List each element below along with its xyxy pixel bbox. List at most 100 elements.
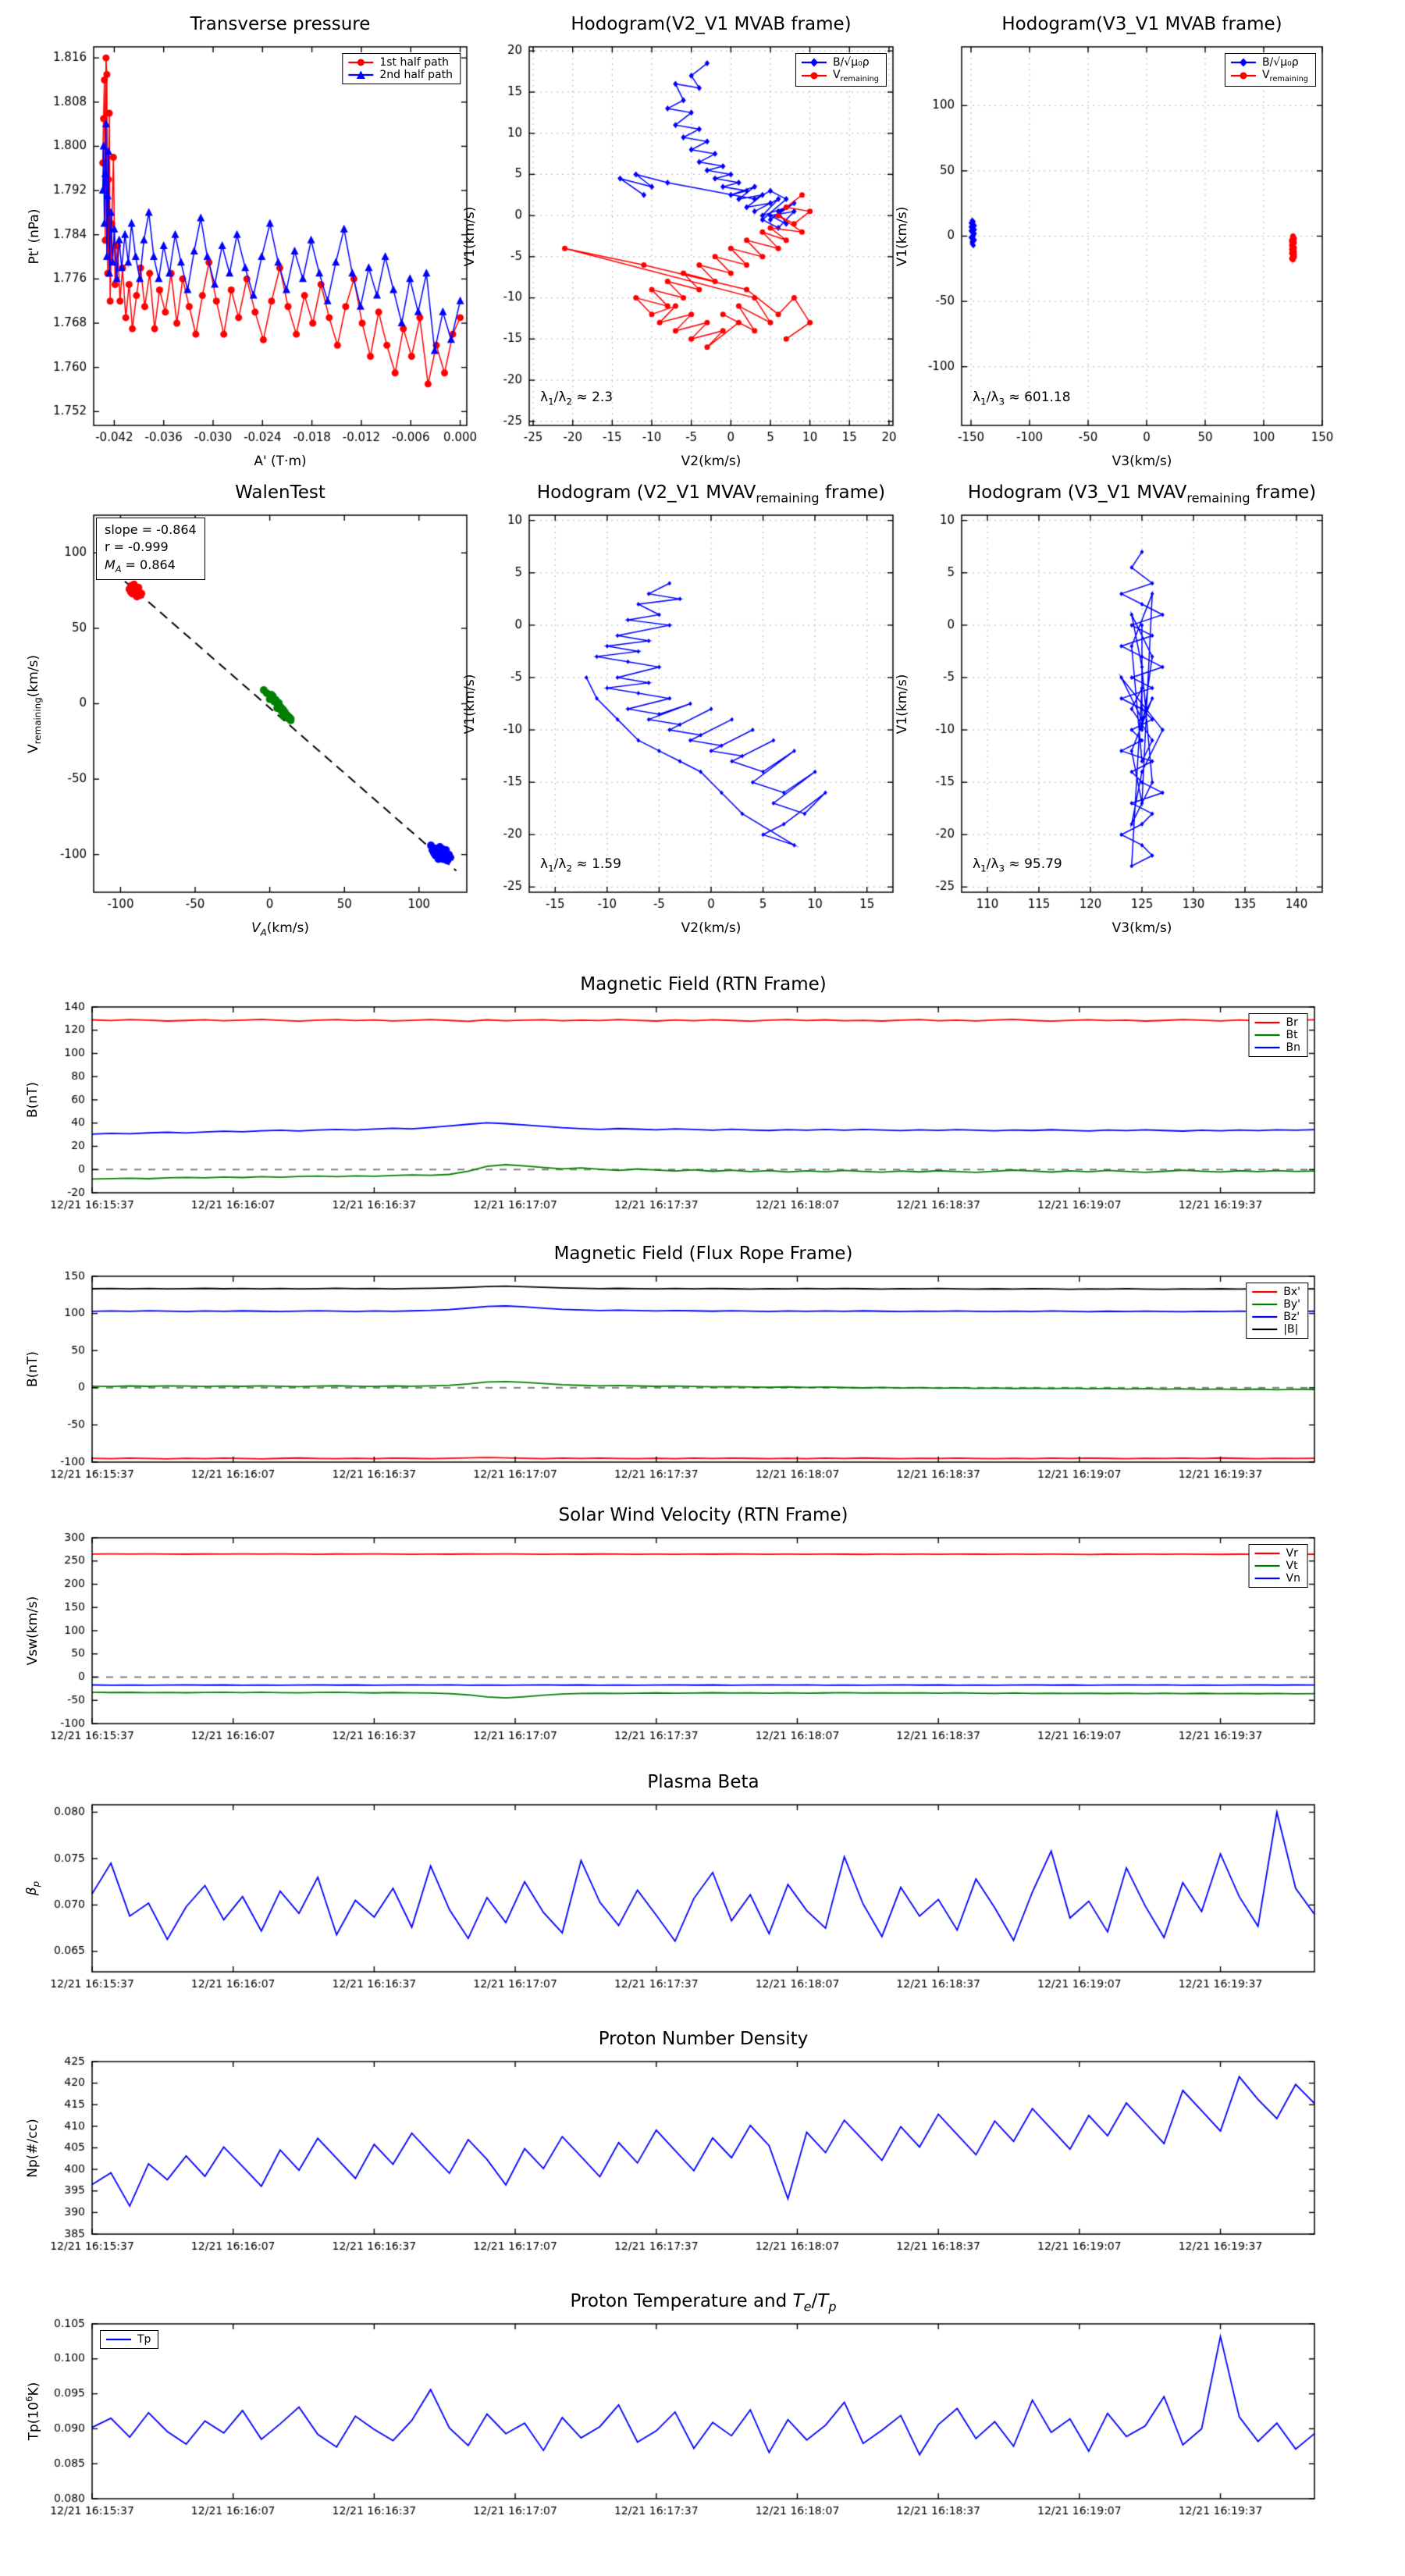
legend-label: 1st half path [379,56,450,69]
title-hodogram-v3v1-mvav: Hodogram (V3_V1 MVAVremaining frame) [967,482,1317,506]
legend-item: Bt [1254,1029,1300,1041]
xlabel-v3-mvab: V3(km/s) [1112,454,1172,469]
legend-item: 1st half path [347,56,453,69]
line-sample-icon [1250,1311,1279,1323]
ylabel-v1-mvav-2: V1(km/s) [462,674,478,734]
title-hodogram-v2v1-mvav: Hodogram (V2_V1 MVAVremaining frame) [536,482,886,506]
legend-item: Tp [105,2333,151,2346]
legend-item: Vn [1254,1572,1300,1585]
lambda-ratio-annotation-mvab-v3v1: λ1/λ3 ≈ 601.18 [973,390,1071,407]
line-sample-icon [1250,1323,1279,1336]
ylabel-v1-mvab-2: V1(km/s) [462,206,478,266]
line-sample-icon [1254,1029,1282,1041]
panel-transverse-pressure [94,47,467,425]
ylabel-v-remaining: Vremaining(km/s) [25,654,44,753]
legend-item: Bx' [1250,1286,1300,1298]
legend-label: By' [1283,1298,1300,1311]
legend-item: Vr [1254,1547,1300,1560]
lambda-ratio-annotation-mvav-v3v1: λ1/λ3 ≈ 95.79 [973,856,1062,874]
legend-transverse-pressure: 1st half path 2nd half path [342,53,461,84]
legend-proton-temperature: Tp [100,2330,159,2349]
panel-proton-number-density [92,2062,1314,2234]
legend-item: B/√μ₀ρ [800,56,879,69]
legend-label: Bx' [1283,1286,1300,1298]
circle-marker-icon [1229,69,1257,82]
legend-item: Vremaining [1229,69,1308,84]
panel-hodogram-v2v1-mvab [529,47,893,425]
legend-label: 2nd half path [379,69,453,81]
legend-label: Bt [1286,1029,1298,1041]
walen-ma-value: MA = 0.864 [105,557,176,575]
title-hodogram-v3v1-mvab: Hodogram(V3_V1 MVAB frame) [1001,14,1282,34]
triangle-marker-icon [347,69,375,81]
ylabel-vsw: Vsw(km/s) [25,1596,41,1666]
ylabel-pt-npa: Pt' (nPa) [27,208,42,264]
legend-item: Vremaining [800,69,879,84]
ylabel-b-nt-fr: B(nT) [25,1350,41,1388]
legend-label: Br [1286,1016,1298,1029]
legend-hodogram-v3v1-mvab: B/√μ₀ρ Vremaining [1224,53,1316,87]
legend-solar-wind-velocity: Vr Vt Vn [1248,1544,1308,1588]
title-magnetic-field-rtn: Magnetic Field (RTN Frame) [580,974,827,994]
line-sample-icon [1254,1041,1282,1054]
panel-hodogram-v3v1-mvab [962,47,1322,425]
walen-r-value: r = -0.999 [105,539,169,555]
legend-label: |B| [1283,1323,1299,1336]
line-sample-icon [1254,1016,1282,1029]
line-sample-icon [1254,1572,1282,1585]
line-sample-icon [1254,1547,1282,1560]
legend-label: Vremaining [832,69,879,84]
title-proton-temperature: Proton Temperature and Te/Tp [570,2291,837,2314]
walen-slope-value: slope = -0.864 [105,522,197,537]
ylabel-v1-mvab-3: V1(km/s) [895,206,910,266]
title-hodogram-v2v1-mvab: Hodogram(V2_V1 MVAB frame) [571,14,852,34]
panel-solar-wind-velocity [92,1538,1314,1724]
line-sample-icon [105,2333,133,2346]
diamond-marker-icon [1229,56,1257,69]
title-transverse-pressure: Transverse pressure [190,14,371,34]
legend-label: Vt [1286,1560,1298,1572]
line-sample-icon [1254,1560,1282,1572]
panel-hodogram-v2v1-mvav [529,515,893,892]
xlabel-v2-mvab: V2(km/s) [681,454,742,469]
legend-item: 2nd half path [347,69,453,81]
legend-item: Vt [1254,1560,1300,1572]
legend-label: B/√μ₀ρ [832,56,870,69]
lambda-ratio-annotation-mvab-v2v1: λ1/λ2 ≈ 2.3 [540,390,614,407]
panel-plasma-beta [92,1805,1314,1972]
legend-item: |B| [1250,1323,1300,1336]
panel-magnetic-field-flux-rope [92,1276,1314,1462]
line-sample-icon [1250,1286,1279,1298]
xlabel-va: VA(km/s) [251,920,310,938]
legend-label: Vremaining [1261,69,1308,84]
legend-label: Tp [137,2333,151,2346]
xlabel-v2-mvav: V2(km/s) [681,920,742,936]
title-solar-wind-velocity: Solar Wind Velocity (RTN Frame) [558,1505,848,1525]
legend-label: Vr [1286,1547,1298,1560]
legend-item: Bz' [1250,1311,1300,1323]
walen-stats-box: slope = -0.864 r = -0.999 MA = 0.864 [96,518,205,580]
legend-label: Bn [1286,1041,1300,1054]
circle-marker-icon [347,56,375,69]
legend-item: B/√μ₀ρ [1229,56,1308,69]
legend-magnetic-field-rtn: Br Bt Bn [1248,1013,1308,1057]
legend-label: B/√μ₀ρ [1261,56,1299,69]
legend-magnetic-field-flux-rope: Bx' By' Bz' |B| [1246,1283,1308,1339]
ylabel-tp: Tp(106K) [23,2382,42,2441]
xlabel-v3-mvav: V3(km/s) [1112,920,1172,936]
legend-item: By' [1250,1298,1300,1311]
title-proton-number-density: Proton Number Density [598,2029,809,2049]
legend-hodogram-v2v1-mvab: B/√μ₀ρ Vremaining [795,53,887,87]
legend-label: Vn [1286,1572,1300,1585]
ylabel-v1-mvav-3: V1(km/s) [895,674,910,734]
panel-hodogram-v3v1-mvav [962,515,1322,892]
ylabel-beta-p: βp [23,1880,42,1896]
title-walen-test: WalenTest [235,482,325,503]
ylabel-b-nt-rtn: B(nT) [25,1081,41,1119]
legend-label: Bz' [1283,1311,1300,1323]
legend-item: Br [1254,1016,1300,1029]
title-plasma-beta: Plasma Beta [647,1772,759,1792]
line-sample-icon [1250,1298,1279,1311]
